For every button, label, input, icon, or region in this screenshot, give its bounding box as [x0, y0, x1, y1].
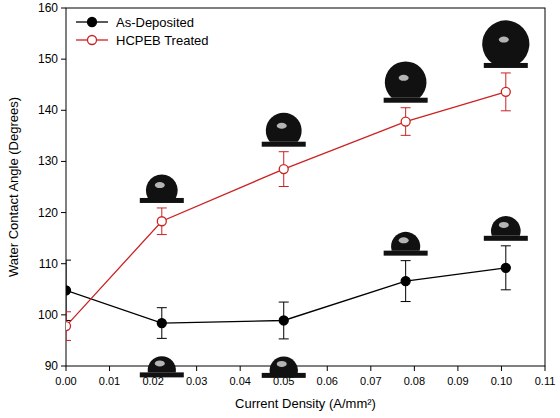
droplet-highlight	[499, 37, 509, 43]
droplet-shape	[270, 357, 298, 373]
y-tick	[61, 314, 66, 315]
x-axis-title: Current Density (A/mm²)	[235, 396, 376, 411]
droplet-substrate	[262, 373, 306, 378]
chart: 901001101201301401501600.000.010.020.030…	[0, 0, 560, 418]
x-tick	[545, 366, 546, 371]
y-tick	[61, 110, 66, 111]
droplet-substrate	[140, 372, 184, 377]
x-tick	[370, 366, 371, 371]
data-point	[66, 322, 71, 331]
data-point	[501, 263, 510, 272]
droplet-shape	[391, 232, 420, 251]
y-tick-label: 140	[38, 103, 58, 117]
data-point	[279, 316, 288, 325]
plot-frame	[66, 8, 545, 366]
error-bar	[279, 302, 289, 339]
series-line	[66, 268, 506, 323]
x-tick-label: 0.04	[229, 375, 250, 387]
droplet-shape	[148, 356, 176, 372]
x-tick	[66, 366, 67, 371]
droplet-shape	[266, 113, 302, 142]
error-bar	[401, 108, 411, 136]
x-tick-label: 0.01	[99, 375, 120, 387]
droplet-image	[140, 175, 184, 203]
droplet-image	[384, 61, 428, 102]
droplet-image	[140, 356, 184, 377]
x-tick	[109, 366, 110, 371]
legend-label: As-Deposited	[116, 15, 194, 30]
error-bar	[401, 261, 411, 302]
legend-marker	[88, 36, 97, 45]
legend-marker	[88, 18, 97, 27]
droplet-substrate	[384, 251, 428, 256]
y-tick-label: 130	[38, 154, 58, 168]
droplet-image	[384, 232, 428, 256]
x-tick-label: 0.09	[447, 375, 468, 387]
legend: As-Deposited HCPEB Treated	[76, 15, 209, 48]
y-tick-label: 150	[38, 52, 58, 66]
error-bar	[279, 152, 289, 187]
y-tick-label: 160	[38, 1, 58, 15]
y-tick-label: 100	[38, 308, 58, 322]
data-point	[501, 87, 510, 96]
x-tick	[501, 366, 502, 371]
y-tick	[61, 8, 66, 9]
legend-label: HCPEB Treated	[116, 33, 209, 48]
droplet-substrate	[484, 63, 528, 68]
data-point	[157, 319, 166, 328]
droplet-highlight	[277, 123, 287, 129]
x-tick-label: 0.03	[186, 375, 207, 387]
data-point	[157, 217, 166, 226]
data-point	[279, 165, 288, 174]
x-tick	[414, 366, 415, 371]
plot-data	[66, 73, 511, 340]
y-tick-label: 90	[45, 359, 59, 373]
y-tick	[61, 59, 66, 60]
error-bar	[157, 308, 167, 339]
x-tick-label: 0.11	[535, 375, 556, 387]
droplet-highlight	[399, 237, 409, 243]
error-bar	[66, 312, 71, 341]
droplet-substrate	[484, 236, 528, 241]
droplet-highlight	[155, 182, 165, 188]
droplet-substrate	[384, 98, 428, 103]
y-tick	[61, 263, 66, 264]
y-tick	[61, 161, 66, 162]
x-tick-label: 0.06	[317, 375, 338, 387]
y-tick-label: 110	[39, 257, 58, 271]
error-bar	[157, 208, 167, 235]
droplet-image	[262, 357, 306, 378]
x-tick	[196, 366, 197, 371]
x-tick	[327, 366, 328, 371]
droplet-highlight	[155, 360, 165, 366]
droplet-image	[484, 216, 528, 241]
y-tick-label: 120	[38, 206, 58, 220]
droplet-image	[482, 20, 529, 68]
y-tick	[61, 366, 66, 367]
x-tick-label: 0.10	[491, 375, 512, 387]
droplet-highlight	[277, 361, 287, 367]
data-point	[401, 117, 410, 126]
droplet-shape	[385, 61, 427, 97]
droplet-substrate	[262, 142, 306, 147]
x-tick-label: 0.07	[360, 375, 381, 387]
x-tick-label: 0.00	[55, 375, 76, 387]
droplet-shape	[491, 216, 521, 236]
series-line	[66, 92, 506, 326]
error-bar	[501, 73, 511, 111]
droplet-shape	[482, 20, 529, 63]
droplet-highlight	[499, 222, 509, 228]
droplet-highlight	[399, 75, 409, 81]
x-tick	[240, 366, 241, 371]
droplet-shape	[146, 175, 178, 198]
data-point	[66, 286, 71, 295]
error-bar	[501, 246, 511, 290]
x-tick	[457, 366, 458, 371]
y-axis-title: Water Contact Angle (Degrees)	[6, 97, 21, 277]
droplet-image	[262, 113, 306, 147]
y-tick	[61, 212, 66, 213]
data-point	[401, 277, 410, 286]
droplet-substrate	[140, 198, 184, 203]
x-tick-label: 0.08	[404, 375, 425, 387]
